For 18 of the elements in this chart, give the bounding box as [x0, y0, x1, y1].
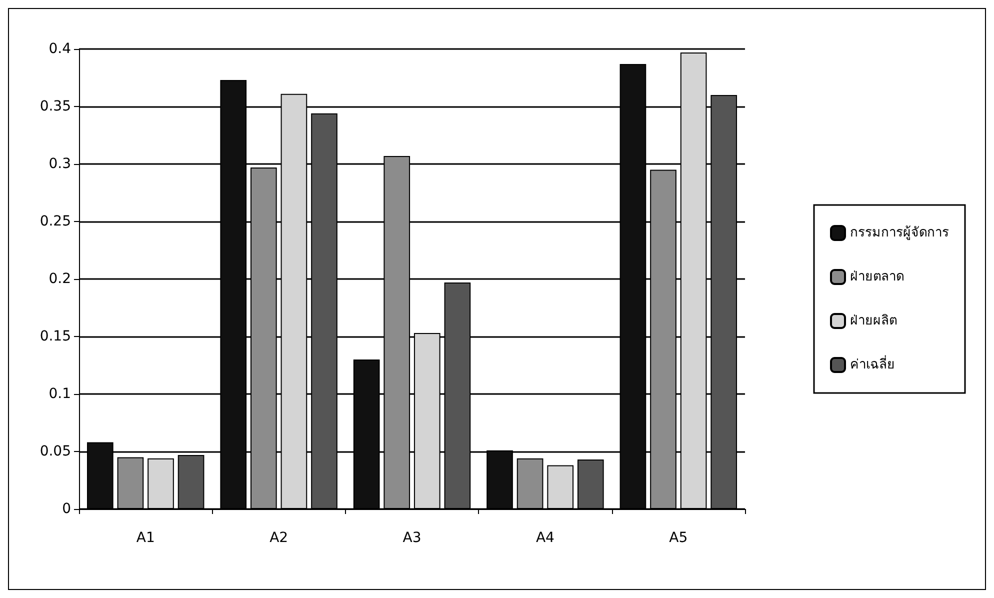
y-tick-label: 0.05 — [40, 444, 71, 460]
legend-label: ค่าเฉลี่ย — [850, 356, 895, 372]
y-tick-label: 0.15 — [40, 328, 71, 344]
legend-label: ฝ่ายตลาด — [850, 270, 904, 284]
x-tick-label: A2 — [270, 530, 288, 546]
y-tick-label: 0.4 — [48, 41, 72, 57]
y-tick-label: 0.3 — [48, 156, 71, 172]
y-tick-label: 0.35 — [40, 98, 71, 114]
y-tick-label: 0.2 — [48, 271, 71, 287]
y-tick-label: 0.25 — [40, 214, 71, 230]
x-tick-label: A5 — [669, 530, 688, 546]
x-tick-label: A1 — [136, 530, 155, 546]
y-tick-label: 0 — [62, 501, 71, 517]
x-tick-label: A4 — [536, 530, 555, 546]
legend-label: ฝ่ายผลิต — [850, 314, 897, 328]
x-tick-label: A3 — [402, 530, 422, 546]
legend-label: กรรมการผู้จัดการ — [850, 226, 949, 240]
y-tick-label: 0.1 — [48, 386, 71, 402]
